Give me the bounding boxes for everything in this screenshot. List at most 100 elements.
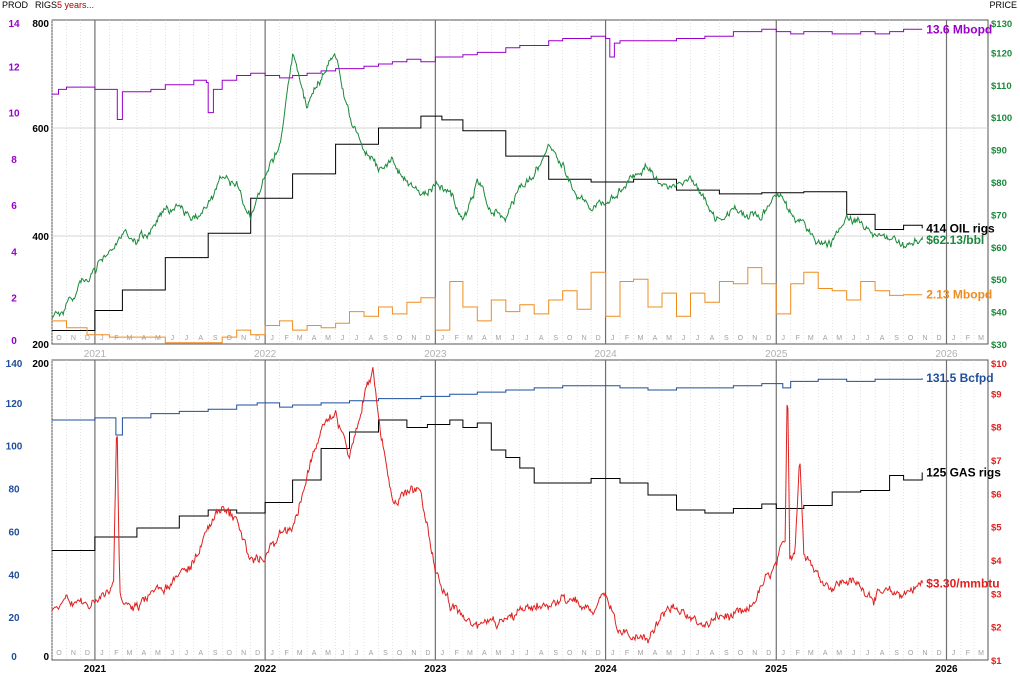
month-tick-label: F bbox=[625, 335, 629, 342]
month-tick-label: N bbox=[752, 650, 757, 657]
rigs-axis-tick: 600 bbox=[32, 124, 49, 135]
year-tick-label: 2023 bbox=[424, 664, 447, 675]
month-tick-label: N bbox=[582, 335, 587, 342]
year-tick-label: 2023 bbox=[424, 349, 447, 360]
series-end-label-gas_prod: 131.5 Bcfpd bbox=[926, 371, 993, 385]
month-tick-label: D bbox=[85, 650, 90, 657]
series-line-gas_rigs bbox=[52, 419, 923, 551]
month-tick-label: M bbox=[297, 335, 303, 342]
month-tick-label: J bbox=[952, 650, 956, 657]
month-tick-label: S bbox=[894, 650, 899, 657]
month-tick-label: O bbox=[567, 335, 573, 342]
month-tick-label: J bbox=[952, 335, 956, 342]
prod-axis-tick: 8 bbox=[11, 155, 17, 166]
prod-axis-tick: 20 bbox=[8, 613, 20, 624]
month-tick-label: J bbox=[511, 650, 515, 657]
rigs-axis-tick: 200 bbox=[32, 340, 49, 351]
month-tick-label: A bbox=[539, 650, 544, 657]
prod-axis-tick: 80 bbox=[8, 485, 20, 496]
month-tick-label: J bbox=[511, 335, 515, 342]
rigs-axis-title: RIGS bbox=[35, 0, 58, 10]
month-tick-label: J bbox=[525, 335, 529, 342]
month-tick-label: J bbox=[100, 650, 104, 657]
month-tick-label: O bbox=[738, 335, 744, 342]
price-axis-tick: $1 bbox=[991, 656, 1002, 667]
month-tick-label: D bbox=[766, 650, 771, 657]
price-axis-tick: $90 bbox=[991, 146, 1007, 157]
month-tick-label: J bbox=[782, 335, 786, 342]
month-tick-label: S bbox=[553, 650, 558, 657]
month-tick-label: S bbox=[724, 650, 729, 657]
month-tick-label: A bbox=[880, 335, 885, 342]
month-tick-label: M bbox=[126, 650, 132, 657]
month-tick-label: J bbox=[270, 650, 274, 657]
prod-axis-title: PROD bbox=[2, 0, 29, 10]
month-tick-label: A bbox=[312, 650, 317, 657]
month-tick-label: J bbox=[852, 650, 856, 657]
price-axis-tick: $110 bbox=[991, 81, 1012, 92]
month-tick-label: N bbox=[241, 335, 246, 342]
series-end-label-gas_price: $3.30/mmbtu bbox=[926, 576, 999, 590]
month-tick-label: F bbox=[114, 335, 118, 342]
year-tick-label: 2025 bbox=[765, 349, 788, 360]
month-tick-label: A bbox=[198, 650, 203, 657]
month-tick-label: A bbox=[710, 335, 715, 342]
month-tick-label: J bbox=[185, 335, 189, 342]
month-tick-label: M bbox=[126, 335, 132, 342]
month-tick-label: S bbox=[553, 335, 558, 342]
month-tick-label: J bbox=[185, 650, 189, 657]
month-tick-label: J bbox=[682, 335, 686, 342]
month-tick-label: M bbox=[325, 335, 331, 342]
month-tick-label: F bbox=[625, 650, 629, 657]
price-axis-tick: $2 bbox=[991, 623, 1002, 634]
month-tick-label: J bbox=[525, 650, 529, 657]
price-axis-tick: $4 bbox=[991, 556, 1002, 567]
price-axis-tick: $70 bbox=[991, 210, 1007, 221]
month-tick-label: J bbox=[341, 335, 345, 342]
month-tick-label: D bbox=[255, 650, 260, 657]
month-tick-label: M bbox=[325, 650, 331, 657]
month-tick-label: D bbox=[425, 650, 430, 657]
month-tick-label: A bbox=[823, 650, 828, 657]
month-tick-label: M bbox=[978, 335, 984, 342]
series-end-label-oil_rigs: 414 OIL rigs bbox=[926, 221, 995, 235]
prod-axis-tick: 0 bbox=[11, 336, 17, 347]
prod-axis-tick: 140 bbox=[6, 359, 23, 370]
prod-axis-tick: 12 bbox=[8, 62, 20, 73]
price-axis-tick: $40 bbox=[991, 308, 1007, 319]
prod-axis-tick: 0 bbox=[11, 652, 17, 663]
month-tick-label: A bbox=[142, 335, 147, 342]
month-tick-label: F bbox=[796, 650, 800, 657]
month-tick-label: J bbox=[696, 335, 700, 342]
month-tick-label: O bbox=[567, 650, 573, 657]
month-tick-label: A bbox=[142, 650, 147, 657]
price-axis-tick: $30 bbox=[991, 340, 1007, 351]
month-tick-label: M bbox=[155, 650, 161, 657]
month-tick-label: N bbox=[411, 335, 416, 342]
prod-axis-tick: 40 bbox=[8, 570, 20, 581]
month-tick-label: J bbox=[171, 335, 175, 342]
month-tick-label: J bbox=[270, 335, 274, 342]
month-tick-label: S bbox=[383, 335, 388, 342]
month-tick-label: F bbox=[966, 335, 970, 342]
month-tick-label: J bbox=[441, 650, 445, 657]
month-tick-label: J bbox=[100, 335, 104, 342]
month-tick-label: N bbox=[752, 335, 757, 342]
month-tick-label: O bbox=[226, 335, 232, 342]
month-tick-label: D bbox=[425, 335, 430, 342]
month-tick-label: O bbox=[56, 335, 62, 342]
month-tick-label: M bbox=[495, 650, 501, 657]
price-axis-tick: $50 bbox=[991, 275, 1007, 286]
rigs-axis-tick: 800 bbox=[32, 19, 49, 30]
month-tick-label: J bbox=[355, 650, 359, 657]
month-tick-label: J bbox=[441, 335, 445, 342]
month-tick-label: F bbox=[284, 650, 288, 657]
prod-axis-tick: 120 bbox=[6, 399, 23, 410]
month-tick-label: S bbox=[894, 335, 899, 342]
price-axis-tick: $5 bbox=[991, 523, 1002, 534]
month-tick-label: M bbox=[978, 650, 984, 657]
month-tick-label: D bbox=[937, 335, 942, 342]
month-tick-label: A bbox=[539, 335, 544, 342]
month-tick-label: N bbox=[923, 650, 928, 657]
